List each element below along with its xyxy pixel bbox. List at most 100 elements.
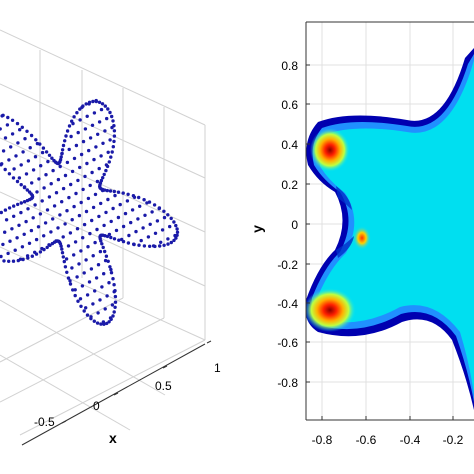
scatter-point — [96, 263, 101, 267]
scatter-point — [36, 225, 41, 229]
scatter-point — [30, 181, 34, 185]
scatter-point — [111, 314, 115, 318]
scatter-point — [90, 218, 94, 223]
scatter-point — [97, 120, 102, 124]
scatter-point — [73, 240, 78, 244]
scatter-point — [6, 251, 10, 256]
scatter-point — [21, 150, 25, 154]
scatter-point — [67, 124, 72, 128]
scatter-point — [63, 173, 68, 178]
scatter-point — [12, 204, 16, 208]
scatter-point — [73, 288, 77, 292]
axes-2d — [305, 21, 474, 421]
scatter-point — [99, 322, 103, 326]
scatter-point — [175, 227, 179, 231]
scatter-point — [100, 242, 104, 246]
scatter-point — [112, 139, 116, 144]
scatter-point — [60, 247, 64, 251]
scatter-points — [0, 98, 180, 326]
x-tick-label-3d: 0 — [93, 399, 100, 413]
scatter-point — [33, 155, 38, 159]
scatter-point — [121, 239, 126, 244]
scatter-point — [148, 222, 152, 226]
scatter-point — [136, 217, 140, 221]
scatter-point — [11, 176, 16, 180]
scatter-point — [105, 164, 110, 169]
scatter-point — [45, 208, 50, 212]
scatter-point — [37, 177, 41, 181]
scatter-point — [112, 283, 116, 287]
scatter-point — [162, 243, 166, 247]
scatter-point — [6, 115, 10, 120]
scatter-point — [153, 244, 157, 249]
scatter-point — [9, 145, 13, 149]
scatter-point — [99, 107, 104, 112]
scatter-point — [110, 150, 114, 154]
scatter-point — [0, 210, 3, 215]
scatter-point — [76, 130, 80, 135]
scatter-point — [82, 222, 87, 227]
scatter-point — [71, 288, 75, 292]
scatter-point — [109, 219, 113, 224]
scatter-point — [12, 214, 16, 218]
scatter-point — [83, 127, 88, 131]
scatter-point — [101, 176, 105, 180]
scatter-point — [107, 320, 111, 324]
scatter-point — [10, 132, 15, 136]
scatter-point — [75, 275, 79, 279]
scatter-point — [91, 254, 95, 258]
scatter-point — [50, 241, 55, 246]
scatter-point — [102, 172, 106, 177]
scatter-point — [75, 227, 80, 231]
scatter-point — [91, 99, 95, 104]
scatter-point — [49, 230, 53, 234]
scatter-point — [19, 201, 23, 205]
scatter-point — [63, 265, 68, 269]
scatter-point — [85, 114, 89, 119]
scatter-point — [88, 231, 92, 236]
scatter-point — [72, 253, 76, 257]
scatter-point — [110, 303, 115, 307]
scatter-point — [31, 216, 35, 220]
scatter-point — [97, 214, 101, 219]
scatter-point — [47, 195, 52, 199]
scatter-point — [116, 190, 121, 194]
scatter-point — [15, 121, 20, 126]
scatter-point — [152, 203, 157, 207]
x-tick-label-3d: -0.5 — [34, 415, 55, 429]
scatter-point — [87, 100, 92, 105]
scatter-point — [100, 285, 104, 289]
scatter-point — [1, 149, 6, 153]
scatter-point — [123, 211, 128, 216]
scatter-point — [60, 152, 64, 156]
scatter-point — [50, 156, 54, 160]
scatter-point — [106, 197, 110, 202]
y-tick-label: -0.6 — [277, 336, 298, 350]
scatter-point — [77, 262, 81, 266]
x-axis-label-3d: x — [109, 430, 117, 446]
scatter-point — [121, 224, 126, 229]
scatter-point — [85, 161, 89, 166]
scatter-point — [159, 240, 163, 244]
scatter-point — [112, 134, 117, 138]
scatter-point — [175, 233, 179, 237]
notch-dark — [336, 186, 352, 210]
scatter-point — [84, 258, 88, 262]
scatter-point — [95, 227, 99, 232]
scatter-point — [34, 252, 39, 256]
scatter-point — [10, 118, 15, 123]
y-tick-label: 0.6 — [281, 98, 298, 112]
scatter-point — [103, 129, 107, 133]
scatter-point — [56, 226, 60, 230]
scatter-point — [162, 209, 166, 213]
scatter-point — [85, 293, 90, 297]
x-ticks — [321, 416, 454, 420]
scatter-point — [166, 237, 170, 241]
scatter-point — [78, 118, 82, 122]
scatter-point — [76, 299, 80, 303]
scatter-point — [142, 198, 146, 202]
scatter-point — [25, 188, 29, 192]
scatter-point — [70, 119, 74, 123]
scatter-point — [118, 202, 122, 207]
scatter-point — [31, 168, 36, 172]
